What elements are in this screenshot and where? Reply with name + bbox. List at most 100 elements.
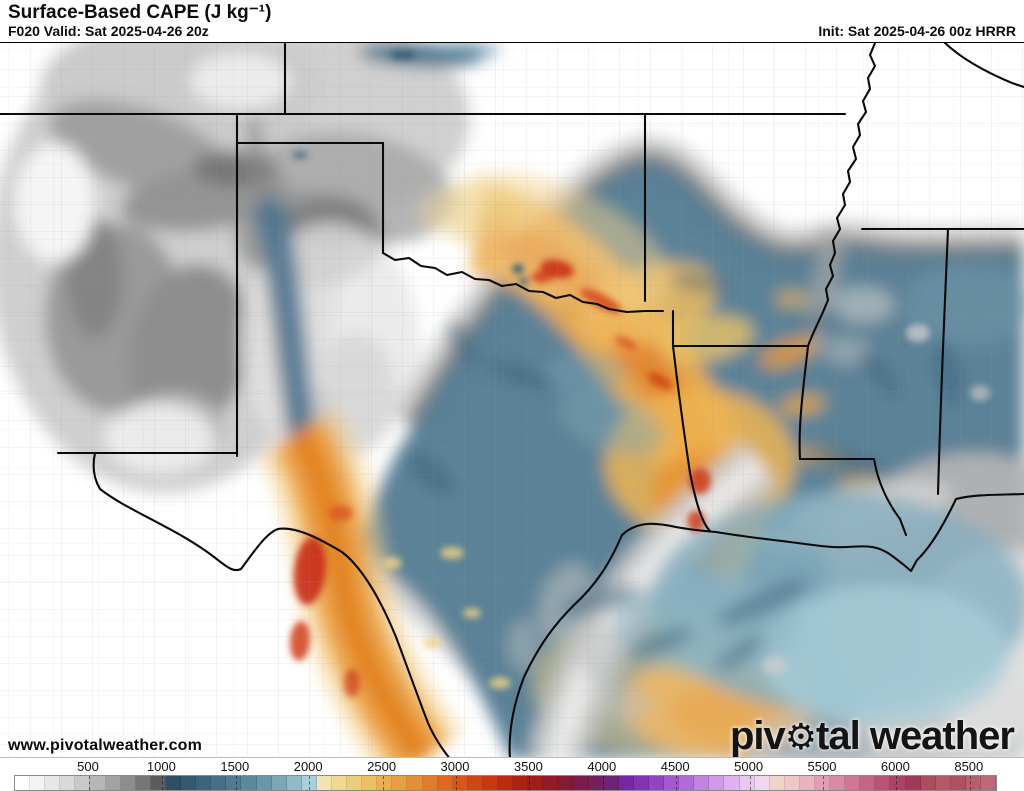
page-title: Surface-Based CAPE (J kg⁻¹) — [8, 2, 272, 23]
colorbar-segment — [15, 776, 31, 790]
colorbar-segment — [648, 776, 665, 790]
colorbar-tick-label: 8500 — [954, 759, 984, 774]
colorbar-segment — [120, 776, 136, 790]
colorbar-segment — [513, 776, 529, 790]
colorbar-segment — [905, 776, 921, 790]
colorbar-tick-mark — [823, 776, 824, 790]
colorbar-segment — [452, 776, 468, 790]
colorbar-segment — [860, 776, 876, 790]
colorbar-segment — [603, 776, 619, 790]
colorbar-tick-label: 5500 — [807, 759, 837, 774]
colorbar-segment — [679, 776, 695, 790]
colorbar-tick-mark — [382, 776, 384, 790]
colorbar-tick-label: 3000 — [440, 759, 470, 774]
state-borders — [0, 43, 1024, 757]
colorbar-segment — [618, 776, 634, 790]
colorbar-segment — [30, 776, 46, 790]
colorbar-segment — [814, 776, 831, 790]
valid-time-label: F020 Valid: Sat 2025-04-26 20z — [8, 23, 209, 39]
colorbar-segment — [196, 776, 212, 790]
colorbar-tick-label: 5000 — [734, 759, 764, 774]
colorbar-segment — [150, 776, 166, 790]
colorbar-tick-mark — [969, 776, 971, 790]
colorbar-tick-label: 6000 — [880, 759, 910, 774]
colorbar-segment — [467, 776, 483, 790]
colorbar-segment — [60, 776, 76, 790]
colorbar-segment — [965, 776, 981, 790]
colorbar-segment — [754, 776, 770, 790]
colorbar-segment — [165, 776, 182, 790]
colorbar-tick-label: 4000 — [587, 759, 617, 774]
colorbar-segment — [135, 776, 151, 790]
colorbar-segment — [482, 776, 498, 790]
colorbar-segment — [573, 776, 589, 790]
colorbar-tick-mark — [749, 776, 751, 790]
colorbar-segment — [286, 776, 302, 790]
ky-tn-border-path — [943, 43, 1024, 89]
tx-la-border-path — [671, 344, 712, 533]
colorbar-segment — [558, 776, 574, 790]
colorbar-segment — [211, 776, 227, 790]
colorbar-tick-label: 2500 — [367, 759, 397, 774]
colorbar-segment — [437, 776, 453, 790]
colorbar-segment — [664, 776, 680, 790]
logo-text-right: tal weather — [816, 714, 1015, 758]
colorbar-segment — [875, 776, 891, 790]
colorbar: 500 1000 1500 2000 2500 3000 3500 4000 4500 5000 5… — [0, 758, 1024, 791]
colorbar-segment — [950, 776, 966, 790]
colorbar-segment — [241, 776, 257, 790]
colorbar-segment — [769, 776, 785, 790]
red-river-path — [381, 251, 665, 314]
colorbar-tick-label: 500 — [77, 759, 99, 774]
gear-icon: ⚙ — [784, 716, 817, 757]
colorbar-tick-mark — [602, 776, 604, 790]
colorbar-ticks: 500 1000 1500 2000 2500 3000 3500 4000 4500 5000 5… — [0, 758, 1024, 775]
colorbar-segment — [830, 776, 846, 790]
colorbar-tick-mark — [309, 776, 311, 790]
colorbar-segment — [392, 776, 408, 790]
gulf-coastline-path — [508, 492, 1024, 757]
colorbar-segment — [45, 776, 61, 790]
colorbar-segment — [920, 776, 936, 790]
logo-text-left: piv — [729, 714, 786, 758]
colorbar-segment — [90, 776, 106, 790]
pivotal-weather-logo: piv⚙tal weather — [729, 714, 1015, 758]
colorbar-tick-mark — [456, 776, 457, 790]
colorbar-segment — [588, 776, 604, 790]
county-grid — [0, 43, 1024, 757]
colorbar-segment — [105, 776, 121, 790]
colorbar-segment — [226, 776, 242, 790]
colorbar-segment — [256, 776, 272, 790]
colorbar-tick-mark — [529, 776, 531, 790]
colorbar-tick-label: 1000 — [146, 759, 176, 774]
colorbar-tick-mark — [896, 776, 898, 790]
colorbar-tick-label: 3500 — [513, 759, 543, 774]
colorbar-segment — [784, 776, 800, 790]
colorbar-tick-label: 4500 — [660, 759, 690, 774]
colorbar-segment — [709, 776, 725, 790]
colorbar-segment — [543, 776, 559, 790]
colorbar-segment — [498, 776, 514, 790]
colorbar-segment — [331, 776, 348, 790]
colorbar-tick-label: 1500 — [220, 759, 250, 774]
la-ms-border-path — [798, 457, 908, 537]
watermark: www.pivotalweather.com — [8, 737, 203, 754]
colorbar-tick-mark — [676, 776, 678, 790]
colorbar-segment — [935, 776, 951, 790]
colorbar-segment — [362, 776, 378, 790]
colorbar-tick-mark — [235, 776, 237, 790]
colorbar-scale — [14, 775, 997, 791]
colorbar-segment — [724, 776, 740, 790]
colorbar-tick-mark — [162, 776, 164, 790]
colorbar-segment — [422, 776, 438, 790]
init-time-label: Init: Sat 2025-04-26 00z HRRR — [818, 23, 1016, 39]
colorbar-segment — [739, 776, 755, 790]
colorbar-segment — [347, 776, 363, 790]
colorbar-segment — [528, 776, 544, 790]
map-area[interactable]: www.pivotalweather.com piv⚙tal weather — [0, 42, 1024, 758]
cape-map-canvas — [0, 43, 1024, 757]
colorbar-segment — [271, 776, 287, 790]
rio-grande-path — [92, 451, 450, 757]
colorbar-segment — [981, 776, 997, 790]
